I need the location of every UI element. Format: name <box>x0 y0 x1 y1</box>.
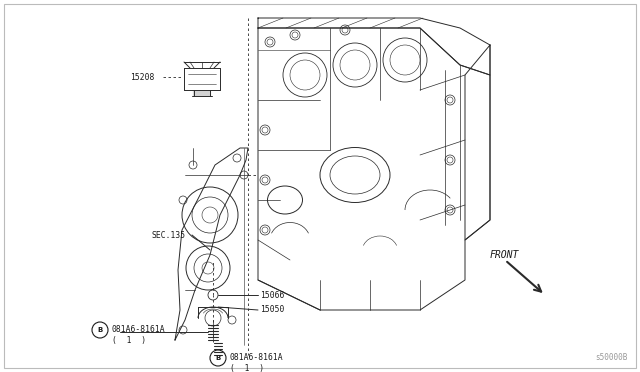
Text: 15066: 15066 <box>260 291 284 299</box>
Text: FRONT: FRONT <box>490 250 520 260</box>
Text: (  1  ): ( 1 ) <box>112 337 146 346</box>
Text: 081A6-8161A: 081A6-8161A <box>112 326 166 334</box>
Text: 15208: 15208 <box>130 73 154 81</box>
Text: B: B <box>97 327 102 333</box>
Text: B: B <box>216 355 221 361</box>
Text: SEC.135: SEC.135 <box>152 231 186 240</box>
Text: 081A6-8161A: 081A6-8161A <box>230 353 284 362</box>
Text: (  1  ): ( 1 ) <box>230 365 264 372</box>
Text: s50000B: s50000B <box>596 353 628 362</box>
Text: 15050: 15050 <box>260 305 284 314</box>
